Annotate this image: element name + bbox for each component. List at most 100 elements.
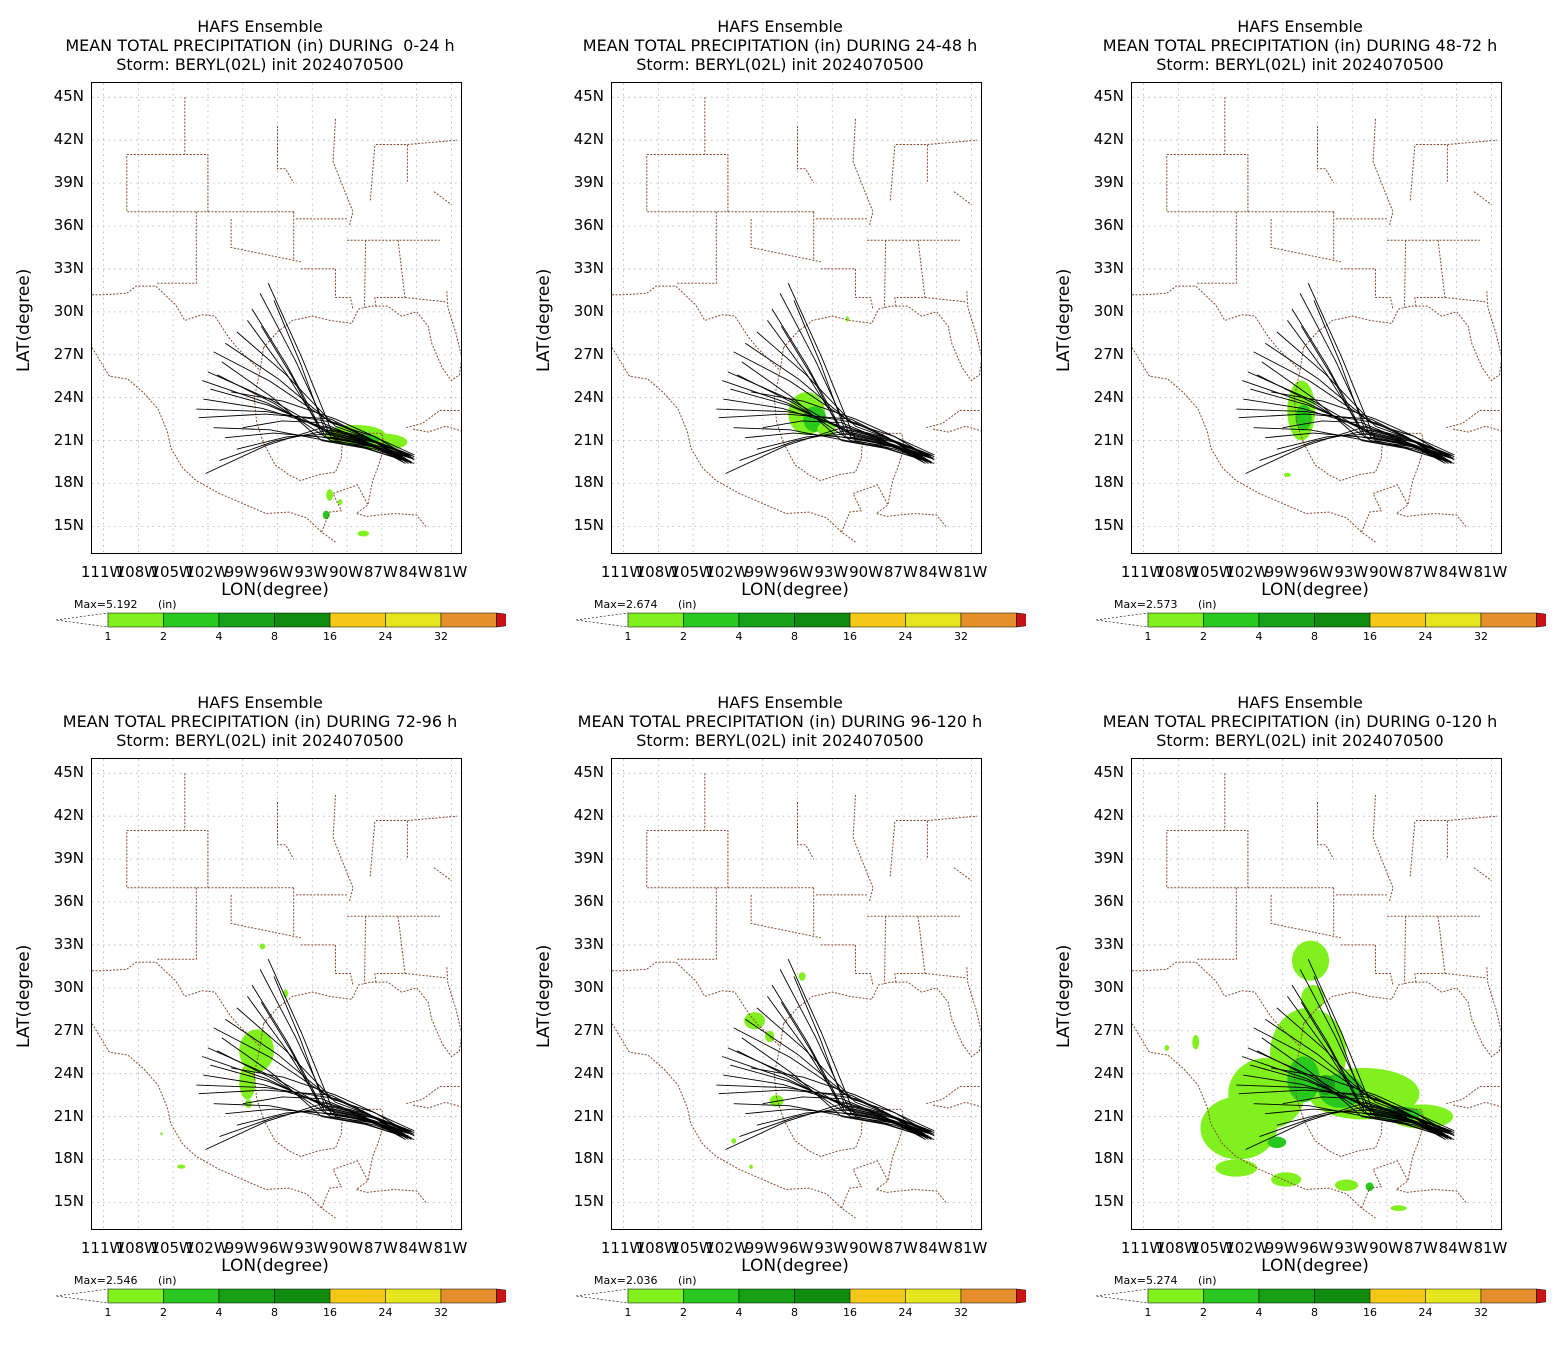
colorbar-tick: 4 [215,630,223,643]
lon-tick-label: 111W [80,563,125,581]
colorbar-segment [1258,1288,1315,1304]
precip-map [91,82,462,554]
max-value-label: Max=5.274 (in) [1114,1274,1217,1287]
colorbar-segment [794,1288,851,1304]
max-value-label: Max=2.674 (in) [594,598,697,611]
lon-tick-label: 87W [883,1239,918,1257]
colorbar-segment [738,612,795,628]
lon-tick-label: 81W [433,563,468,581]
boundary-line [374,240,406,308]
colorbar-segment [905,612,962,628]
ensemble-title: HAFS Ensemble [717,693,843,712]
colorbar-tick: 1 [624,1306,632,1319]
boundary-line [364,916,367,984]
boundary-line [1416,815,1498,821]
x-axis-label: LON(degree) [741,1256,849,1276]
colorbar-tick: 16 [843,1306,857,1319]
ensemble-track [260,325,406,456]
lon-tick-label: 102W [185,563,229,581]
colorbar-tick: 4 [215,1306,223,1319]
lat-tick-label: 36N [573,216,604,235]
precip-map [1131,758,1502,1230]
boundary-line [896,139,978,145]
lat-tick-label: 39N [1093,173,1124,192]
lon-tick-label: 111W [600,563,645,581]
ensemble-track [247,320,409,458]
boundary-line [894,916,926,984]
ensemble-track [1276,432,1452,458]
boundary-line [374,916,406,984]
ensemble-track [1276,1108,1452,1134]
colorbar-segment [274,612,331,628]
colorbar-tick: 8 [1311,630,1318,643]
boundary-line [1340,268,1394,310]
boundary-line [896,815,978,821]
ensemble-track [216,1050,412,1135]
lat-tick-label: 39N [53,849,84,868]
lat-tick-label: 42N [573,130,604,149]
y-axis-label: LAT(degree) [14,944,34,1048]
colorbar [1096,1288,1546,1304]
max-value: Max=5.274 [1114,1274,1178,1287]
boundary-line [953,191,972,206]
colorbar-segment [1314,612,1371,628]
lon-tick-label: 108W [635,563,680,581]
colorbar-segment [738,1288,795,1304]
boundary-line [1414,240,1446,308]
colorbar-tick: 8 [1311,1306,1318,1319]
boundary-line [376,139,458,145]
precip-area [1164,1045,1170,1051]
lat-tick-label: 33N [1093,258,1124,277]
colorbar-segment [440,612,497,628]
lat-tick-label: 24N [1093,387,1124,406]
colorbar-segment [1016,1288,1026,1304]
boundary-line [675,211,717,284]
boundary-line [404,973,446,979]
colorbar-tick: 16 [323,630,337,643]
colorbar-segment [1480,1288,1537,1304]
lon-tick-label: 90W [1369,563,1404,581]
lon-tick-label: 93W [1334,563,1369,581]
lat-tick-label: 39N [573,173,604,192]
colorbar-segment [274,1288,331,1304]
lon-tick-label: 96W [259,563,294,581]
colorbar-segment [218,1288,275,1304]
boundary-line [1293,1023,1425,1181]
colorbar-tick: 1 [1144,630,1152,643]
lat-tick-label: 15N [1093,516,1124,535]
boundary-line [1444,297,1486,303]
boundary-line [1361,1160,1467,1209]
lat-tick-label: 21N [53,1106,84,1125]
lon-tick-label: 96W [1299,563,1334,581]
colorbar-segment [218,612,275,628]
x-axis-label: LON(degree) [741,580,849,600]
ensemble-track [718,1089,926,1139]
boundary-line [750,894,821,939]
x-axis-label: LON(degree) [1261,1256,1369,1276]
ensemble-track [756,432,932,458]
boundary-line [797,801,815,860]
lat-tick-label: 36N [53,892,84,911]
ensemble-track [1238,413,1446,463]
lat-tick-label: 27N [573,344,604,363]
ensemble-track [1259,429,1449,462]
precip-area [1390,1205,1407,1211]
colorbar [576,1288,1026,1304]
max-value: Max=2.036 [594,1274,658,1287]
lon-tick-label: 108W [1155,1239,1200,1257]
lat-tick-label: 36N [53,216,84,235]
lat-tick-label: 18N [53,1149,84,1168]
precip-area [245,1099,252,1108]
lon-tick-label: 81W [953,1239,988,1257]
colorbar [576,612,1026,628]
lon-tick-label: 81W [1473,563,1508,581]
lon-tick-label: 93W [1334,1239,1369,1257]
lon-tick-label: 93W [294,1239,329,1257]
colorbar [56,1288,506,1304]
colorbar-tick: 2 [680,1306,687,1319]
ensemble-track [219,1105,409,1138]
boundary-line [155,211,197,284]
boundary-line [646,830,729,889]
lat-tick-label: 18N [1093,473,1124,492]
colorbar-segment [1369,612,1426,628]
